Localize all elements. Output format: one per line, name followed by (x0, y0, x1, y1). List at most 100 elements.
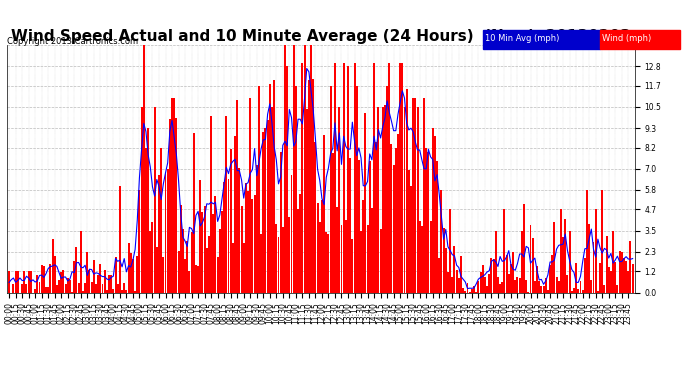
Bar (564, 219, 566, 292)
Bar (395, 147, 397, 292)
Bar (130, 253, 132, 292)
Bar (336, 207, 338, 292)
Bar (293, 45, 295, 292)
Bar (588, 224, 590, 292)
Bar (277, 237, 279, 292)
Bar (495, 231, 497, 292)
Bar (73, 261, 75, 292)
Bar (308, 80, 310, 292)
Bar (614, 262, 616, 292)
Bar (193, 134, 195, 292)
Bar (469, 291, 471, 292)
Bar (69, 280, 71, 292)
Bar (84, 283, 86, 292)
Bar (182, 229, 184, 292)
Bar (551, 255, 553, 292)
Bar (430, 221, 431, 292)
Bar (232, 243, 234, 292)
Bar (547, 291, 549, 292)
Bar (12, 284, 14, 292)
Bar (538, 281, 540, 292)
Bar (375, 142, 377, 292)
Bar (442, 228, 444, 292)
Bar (158, 174, 160, 292)
Bar (616, 285, 618, 292)
Bar (128, 243, 130, 292)
Bar (560, 209, 562, 292)
Bar (328, 234, 329, 292)
Bar (330, 86, 332, 292)
Bar (223, 182, 225, 292)
Bar (334, 63, 336, 292)
Bar (453, 246, 455, 292)
Bar (321, 200, 323, 292)
Bar (504, 209, 505, 292)
Bar (436, 161, 438, 292)
Bar (288, 217, 290, 292)
Bar (393, 165, 395, 292)
Bar (175, 118, 177, 292)
Bar (282, 226, 284, 292)
Bar (432, 129, 434, 292)
Bar (391, 144, 393, 292)
Bar (402, 63, 403, 292)
Bar (210, 116, 212, 292)
Bar (621, 252, 623, 292)
Bar (451, 276, 453, 292)
Bar (219, 229, 221, 292)
Bar (536, 266, 538, 292)
Bar (75, 247, 77, 292)
Bar (338, 107, 340, 292)
Bar (117, 284, 119, 292)
Bar (525, 280, 527, 292)
Bar (345, 220, 347, 292)
Bar (21, 284, 23, 292)
Bar (523, 204, 525, 292)
Bar (534, 281, 536, 292)
Bar (295, 86, 297, 292)
Bar (45, 287, 47, 292)
Bar (606, 236, 607, 292)
Bar (482, 265, 484, 292)
Bar (408, 170, 410, 292)
Bar (553, 222, 555, 292)
Bar (512, 252, 514, 292)
Text: Copyright 2013 Cartronics.com: Copyright 2013 Cartronics.com (7, 38, 138, 46)
Bar (595, 209, 597, 292)
Bar (156, 247, 158, 292)
Bar (362, 200, 364, 292)
Bar (591, 280, 592, 292)
Bar (171, 98, 173, 292)
Bar (480, 272, 482, 292)
Bar (549, 265, 551, 292)
Bar (188, 271, 190, 292)
Bar (39, 282, 41, 292)
Bar (143, 45, 145, 292)
Bar (612, 231, 614, 292)
Text: Wind (mph): Wind (mph) (602, 34, 651, 43)
Bar (580, 281, 582, 292)
Bar (388, 63, 391, 292)
Bar (473, 286, 475, 292)
Bar (423, 98, 425, 292)
Bar (90, 282, 92, 292)
Bar (121, 290, 123, 292)
Bar (419, 221, 421, 292)
Bar (47, 287, 49, 292)
Bar (313, 79, 314, 292)
Bar (319, 222, 321, 292)
Bar (41, 265, 43, 292)
Bar (497, 277, 499, 292)
Bar (529, 225, 531, 292)
Bar (14, 271, 17, 292)
Bar (410, 186, 412, 292)
Bar (186, 241, 188, 292)
Bar (347, 66, 349, 292)
Bar (358, 160, 360, 292)
Bar (215, 196, 217, 292)
Bar (629, 241, 631, 292)
Bar (80, 231, 81, 292)
Bar (400, 63, 401, 292)
Bar (310, 45, 312, 292)
Bar (619, 251, 620, 292)
